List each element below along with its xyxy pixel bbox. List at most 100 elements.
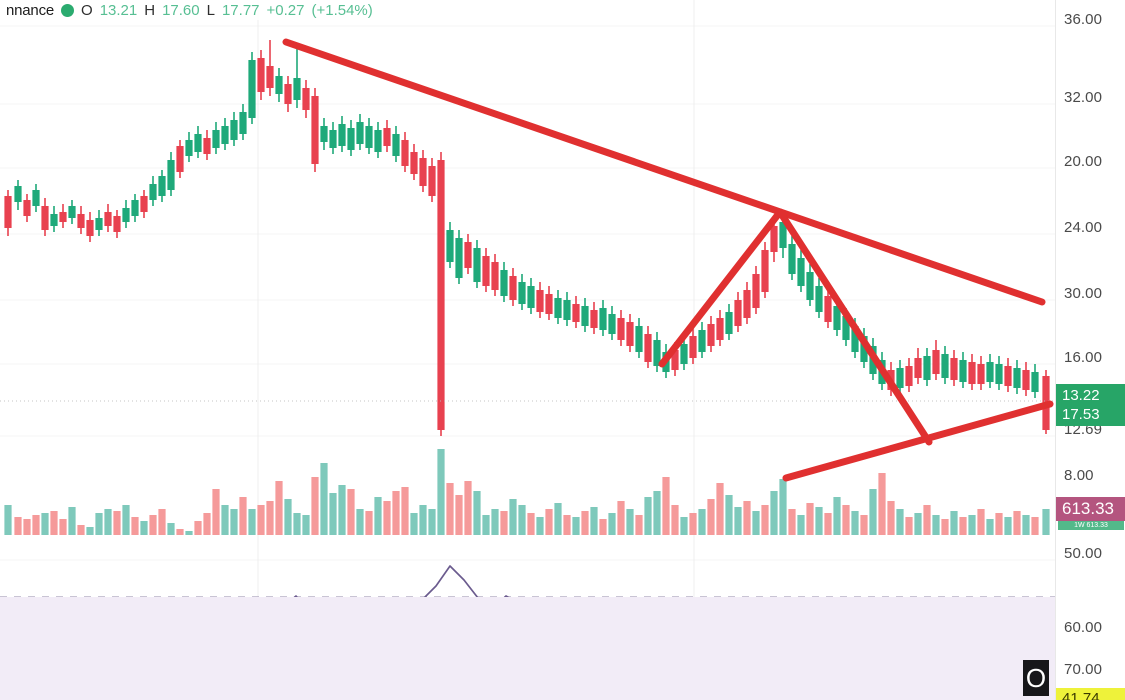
candle-body [167,160,175,190]
volume-bar [815,507,823,535]
upper-descending-trendline[interactable] [282,38,1046,306]
volume-bar [392,491,400,535]
candle-body [716,318,724,340]
volume-bar [23,519,31,535]
candle-body [149,184,157,200]
volume-bar [302,515,310,535]
volume-bar [707,499,715,535]
price-axis-tick: 60.00 [1064,619,1103,636]
volume-badge[interactable]: 613.33 [1056,497,1125,521]
candle-body [41,206,49,230]
volume-bar [266,501,274,535]
volume-bar [698,509,706,535]
candle-body [1013,368,1021,388]
volume-bar [68,507,76,535]
volume-bar [329,493,337,535]
volume-bar [77,525,85,535]
volume-bar [716,483,724,535]
ohlc-high-label: H [144,1,156,19]
price-axis-tick: 24.00 [1064,219,1103,236]
price-axis[interactable]: 36.00 32.00 20.00 24.00 30.00 16.00 12.69 8.00 5… [1055,0,1125,700]
candle-body [455,238,463,278]
candle-body [635,326,643,352]
candle-body [563,300,571,320]
volume-bar [365,511,373,535]
volume-bar [131,517,139,535]
volume-bar [977,509,985,535]
candle-body [698,330,706,352]
candle-body [257,58,265,92]
volume-bar [599,519,607,535]
volume-bar [1042,509,1050,535]
volume-bar [752,511,760,535]
volume-bar [167,523,175,535]
lower-rising-support-trendline[interactable] [782,400,1054,482]
volume-bar [248,509,256,535]
candle-body [293,78,301,100]
candle-body [536,290,544,312]
volume-bar [887,501,895,535]
candle-body [347,128,355,150]
last-price-badge[interactable]: 13.22 17.53 [1056,384,1125,426]
price-axis-tick: 32.00 [1064,89,1103,106]
candle-body [158,176,166,196]
candle-body [1031,372,1039,392]
volume-bar [221,505,229,535]
volume-bar [860,515,868,535]
volume-bar [185,531,193,535]
price-axis-tick: 70.00 [1064,661,1103,678]
candle-body [302,88,310,110]
candle-body [527,286,535,308]
candle-body [896,368,904,388]
candle-body [266,66,274,88]
candle-body [248,60,256,118]
candle-body [590,310,598,328]
candle-body [950,358,958,380]
volume-bar [500,511,508,535]
candle-body [194,134,202,152]
volume-bar [554,503,562,535]
candle-body [995,364,1003,384]
cursor-marker: O [1023,660,1049,696]
volume-bar [203,513,211,535]
volume-bar [833,497,841,535]
candle-body [824,296,832,322]
volume-bar [158,509,166,535]
indicator-shaded-band [0,597,1055,700]
candle-body [509,276,517,300]
volume-bar [338,485,346,535]
volume-bar [851,511,859,535]
indicator-pane[interactable] [0,540,1055,700]
candle-body [374,130,382,152]
volume-bar [311,477,319,535]
candle-body [185,140,193,156]
candle-body [941,354,949,378]
price-pane[interactable] [0,0,1055,540]
candle-body [554,298,562,318]
indicator-badge[interactable]: 41.74 [1056,688,1125,700]
pattern-left-rising-trendline[interactable] [658,208,784,368]
volume-bar [617,501,625,535]
candle-body [788,244,796,274]
volume-bar [572,517,580,535]
candle-body [212,130,220,148]
volume-bar [149,515,157,535]
chart-legend[interactable]: nnance O 13.21 H 17.60 L 17.77 +0.27 (+1… [0,0,379,20]
volume-bar [95,513,103,535]
candle-body [464,242,472,268]
volume-bar [194,521,202,535]
pattern-right-falling-trendline[interactable] [776,208,933,446]
candle-body [401,140,409,166]
candle-body [320,126,328,142]
volume-bar [383,501,391,535]
candle-body [230,120,238,140]
volume-bar [653,491,661,535]
volume-bar [464,481,472,535]
volume-bar [905,517,913,535]
volume-bar [410,513,418,535]
candle-body [914,358,922,378]
candle-body [32,190,40,206]
candle-body [977,364,985,384]
volume-bar [1013,511,1021,535]
candle-body [140,196,148,212]
